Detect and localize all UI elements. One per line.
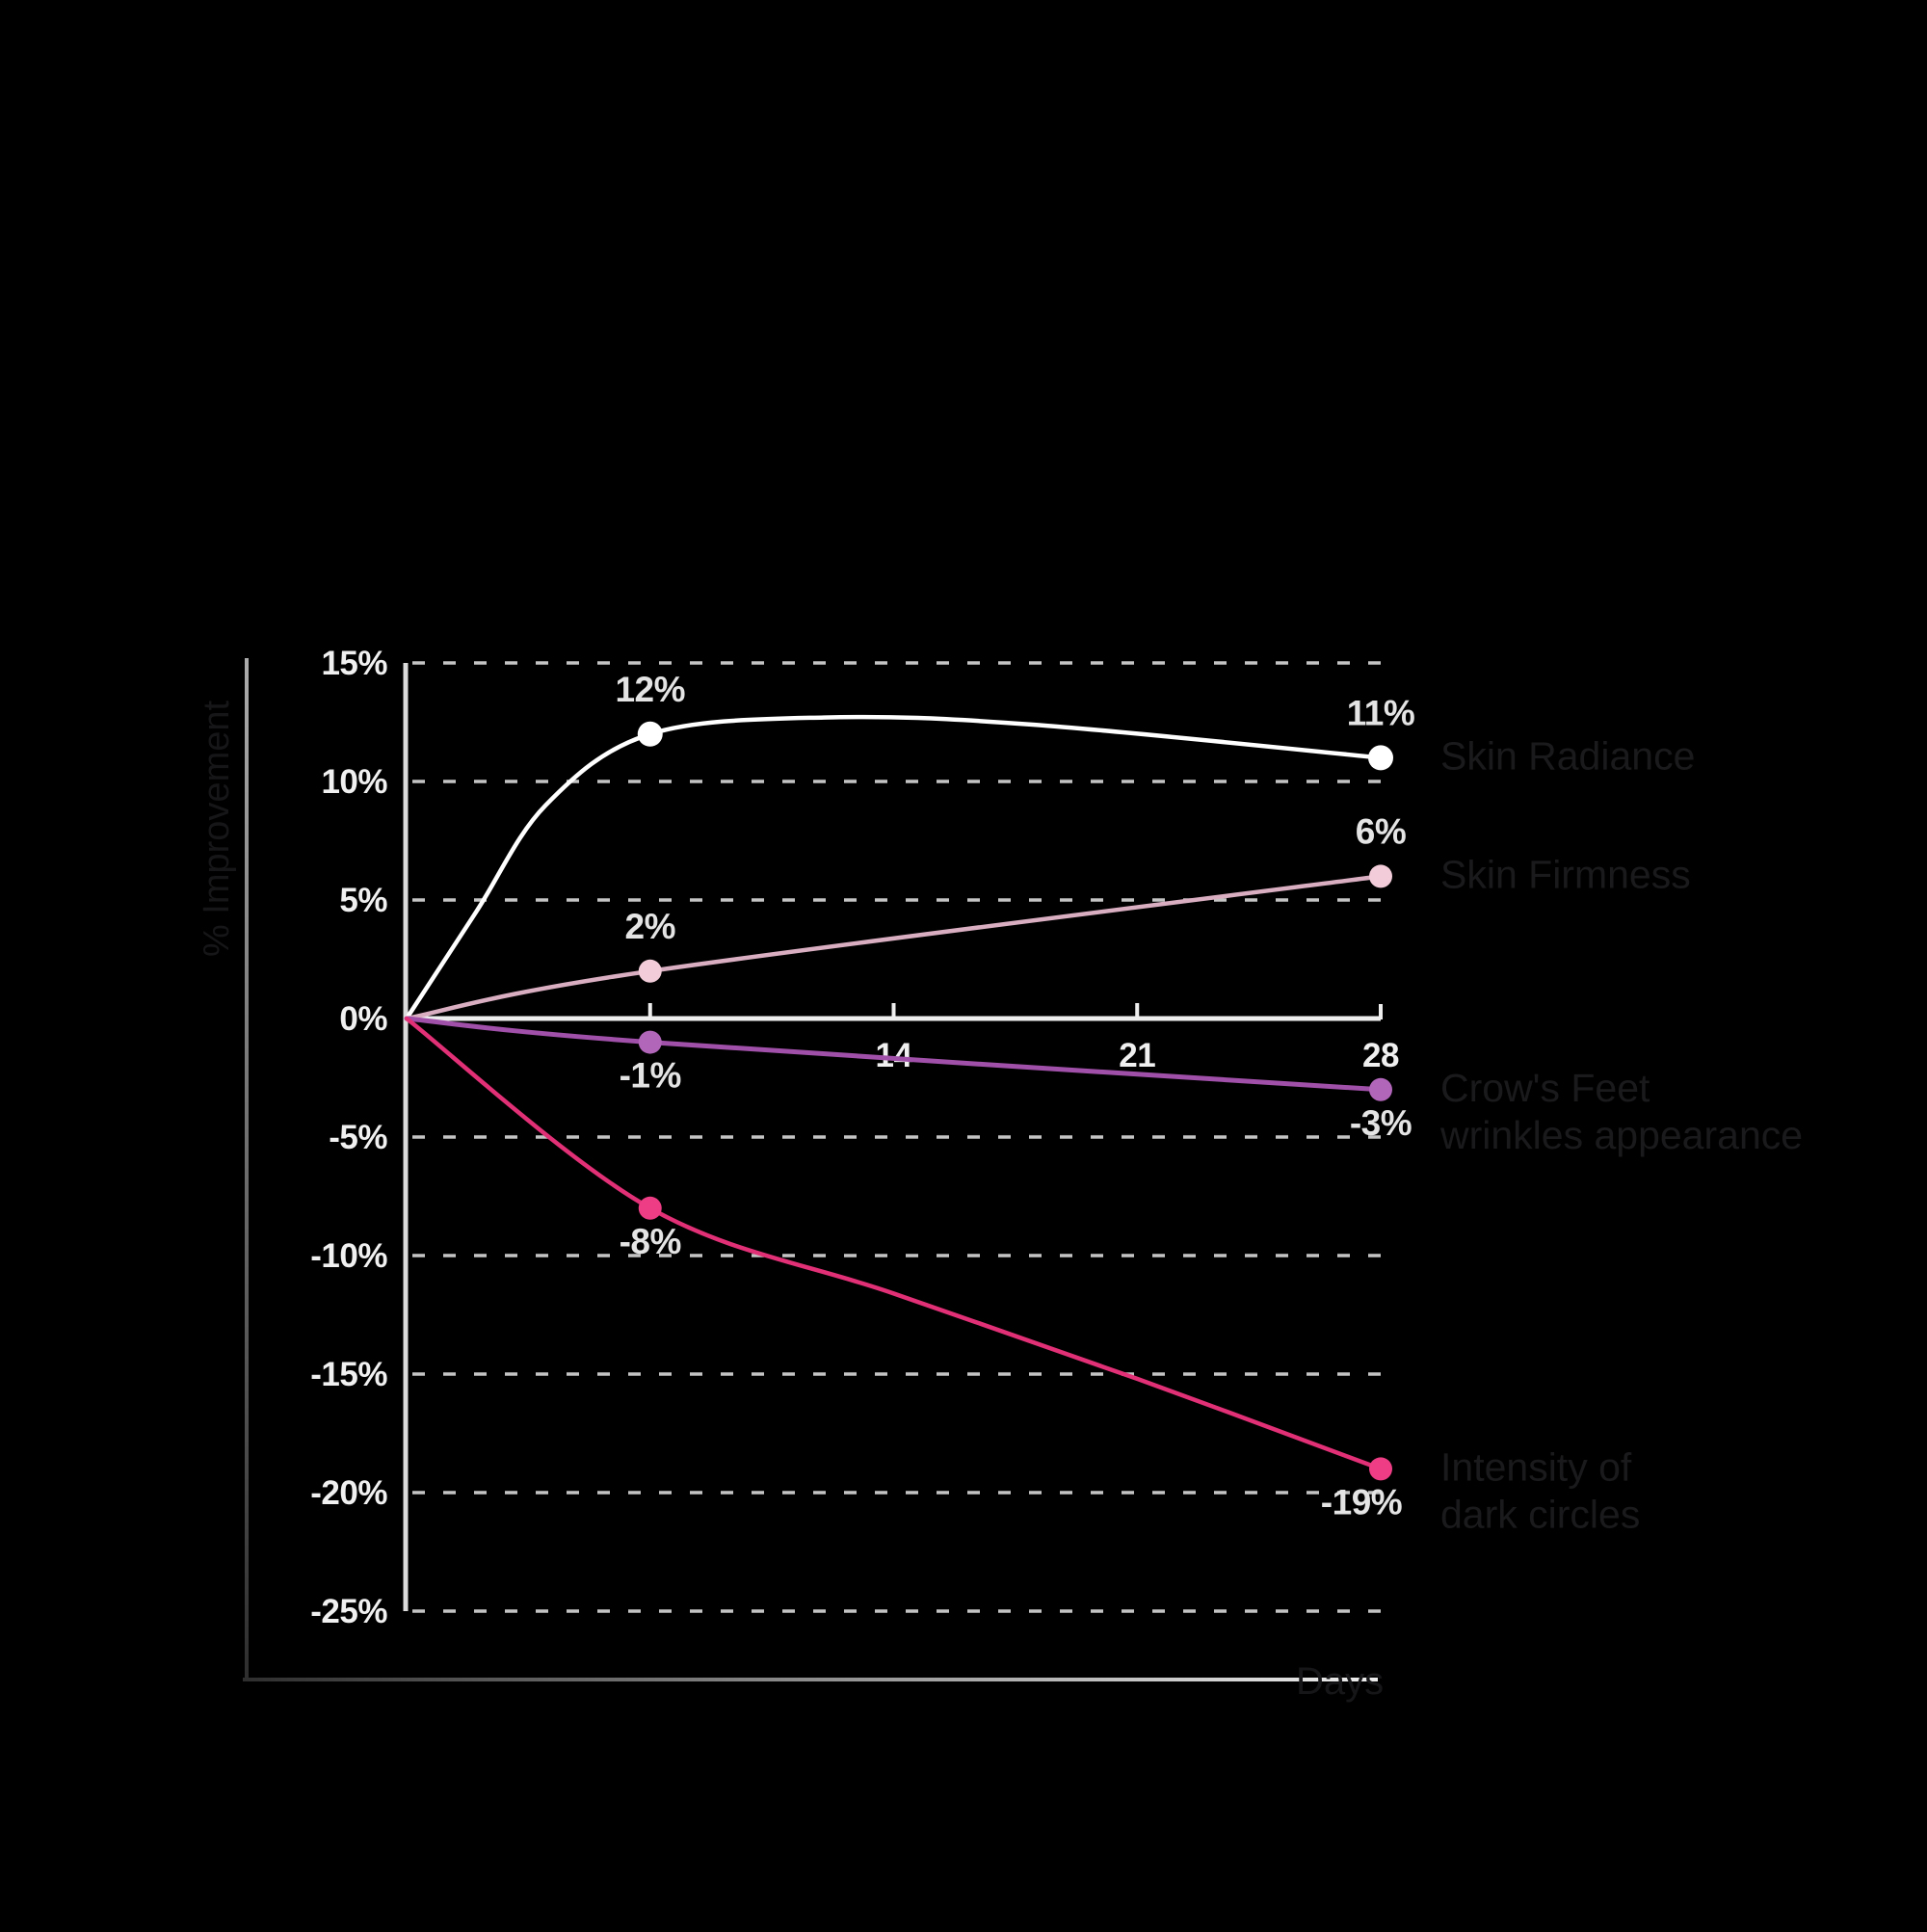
y-tick-label--25: -25%: [310, 1593, 387, 1630]
data-point-skin-radiance-day28: [1368, 745, 1393, 771]
legend-label-crows-feet-line1: Crow's Feet: [1440, 1066, 1650, 1110]
series-line-skin-firmness: [404, 874, 1384, 1021]
value-label-dark-circles-day28: -19%: [1321, 1482, 1402, 1522]
data-point-skin-firmness-day7: [638, 959, 662, 983]
value-label-skin-radiance-day28: 11%: [1347, 693, 1415, 732]
value-label-skin-firmness-day7: 2%: [625, 907, 675, 946]
data-point-crows-feet-day7: [638, 1030, 662, 1054]
legend-label-dark-circles-line1: Intensity of: [1440, 1444, 1632, 1489]
value-label-crows-feet-day28: -3%: [1350, 1103, 1412, 1143]
series-line-crows-feet: [404, 1016, 1384, 1093]
y-tick-label--20: -20%: [310, 1474, 387, 1512]
value-label-skin-radiance-day7: 12%: [615, 670, 685, 709]
value-label-crows-feet-day7: -1%: [620, 1056, 681, 1096]
value-label-skin-firmness-day28: 6%: [1356, 811, 1406, 851]
chart-frame-left: [245, 658, 249, 1681]
data-point-crows-feet-day28: [1369, 1077, 1392, 1101]
data-point-skin-radiance-day7: [637, 721, 663, 747]
x-tick-label-28: 28: [1362, 1037, 1399, 1074]
chart-frame-bottom: [243, 1678, 1378, 1681]
value-label-dark-circles-day7: -8%: [620, 1222, 681, 1261]
y-tick-label-10: 10%: [321, 763, 387, 801]
y-axis-title-improvement: % Improvement: [197, 701, 237, 958]
y-tick-label-0: 0%: [339, 1000, 387, 1038]
series-line-skin-radiance: [404, 714, 1384, 1021]
legend-label-skin-radiance: Skin Radiance: [1440, 733, 1695, 778]
data-point-dark-circles-day7: [638, 1196, 662, 1220]
series-line-dark-circles: [404, 1016, 1384, 1471]
y-tick-label-5: 5%: [339, 882, 387, 919]
y-tick-label--15: -15%: [310, 1356, 387, 1393]
legend-label-crows-feet-line2: wrinkles appearance: [1439, 1113, 1803, 1157]
data-point-skin-firmness-day28: [1369, 864, 1392, 888]
y-tick-label--5: -5%: [329, 1119, 387, 1156]
y-tick-label-15: 15%: [321, 645, 387, 682]
y-tick-label--10: -10%: [310, 1237, 387, 1275]
legend-label-skin-firmness: Skin Firmness: [1440, 852, 1691, 896]
x-tick-label-21: 21: [1119, 1037, 1155, 1074]
x-axis-title-days: Days: [1296, 1660, 1384, 1703]
data-point-dark-circles-day28: [1369, 1457, 1392, 1481]
legend-label-dark-circles-line2: dark circles: [1440, 1492, 1640, 1536]
